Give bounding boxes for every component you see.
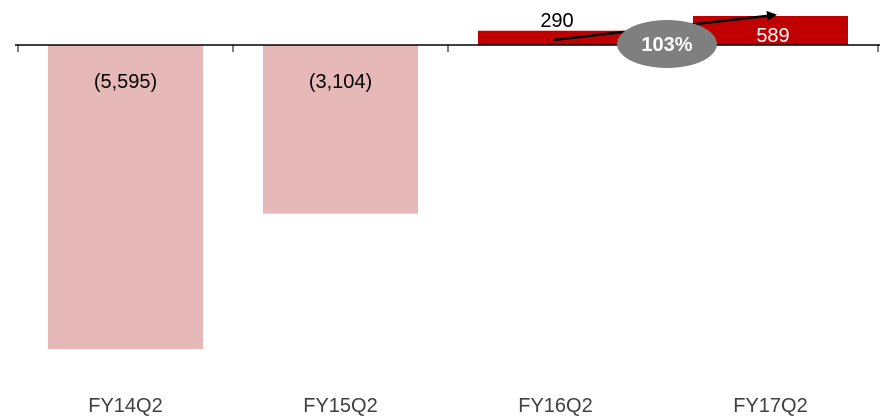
category-label: FY15Q2 xyxy=(303,395,377,417)
growth-annotation: 103% xyxy=(552,10,777,68)
category-label: FY16Q2 xyxy=(518,395,592,417)
growth-percent-label: 103% xyxy=(641,34,692,56)
labels-layer: FY14Q2 FY15Q2 FY16Q2 FY17Q2 (5,595) (3,104) 29… xyxy=(88,10,807,417)
bar-fy14q2 xyxy=(48,45,203,349)
growth-badge xyxy=(617,20,717,68)
bars-layer xyxy=(48,16,848,349)
bar-fy15q2 xyxy=(263,45,418,214)
axis-layer xyxy=(15,44,880,52)
category-label: FY17Q2 xyxy=(733,395,807,417)
data-label: (3,104) xyxy=(309,71,372,93)
category-label: FY14Q2 xyxy=(88,395,162,417)
data-label: 589 xyxy=(756,25,789,47)
data-label: (5,595) xyxy=(94,71,157,93)
data-label: 290 xyxy=(540,10,573,32)
